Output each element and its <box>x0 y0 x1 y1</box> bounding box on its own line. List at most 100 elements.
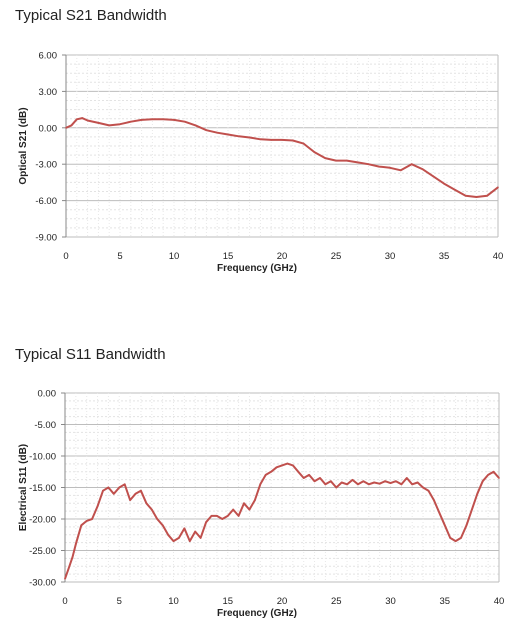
s11-data-point <box>129 499 131 501</box>
s21-data-point <box>432 175 435 178</box>
s21-data-point <box>86 119 89 122</box>
s21-data-point <box>421 168 424 170</box>
s21-data-point <box>400 169 402 172</box>
s21-data-point <box>367 163 370 165</box>
s11-data-point <box>438 511 441 514</box>
s11-y-axis-title: Electrical S11 (dB) <box>18 444 29 531</box>
s11-data-point <box>167 533 169 536</box>
s21-x-tick-label: 35 <box>439 251 450 262</box>
s21-data-point <box>173 119 175 121</box>
s11-data-point <box>118 486 121 489</box>
s21-data-point <box>194 124 197 127</box>
s11-x-tick-label: 35 <box>439 596 450 607</box>
s11-data-point <box>362 480 365 482</box>
s11-y-tick-label: -25.00 <box>29 546 56 557</box>
s11-data-point <box>308 474 310 476</box>
s11-data-point <box>264 474 267 476</box>
s11-data-point <box>232 508 234 511</box>
s11-data-point <box>210 515 213 517</box>
s11-x-tick-label: 30 <box>385 596 396 607</box>
s11-data-point <box>411 483 414 486</box>
s11-y-tick-label: -10.00 <box>29 452 56 463</box>
s11-data-point <box>313 480 316 482</box>
s11-data-point <box>194 530 196 533</box>
s11-data-point <box>275 466 278 469</box>
s11-data-point <box>492 470 495 473</box>
s11-data-point <box>422 486 424 489</box>
s21-data-point <box>443 182 445 185</box>
s21-x-tick-label: 25 <box>331 251 342 262</box>
s11-x-tick-label: 15 <box>222 596 233 607</box>
s21-x-tick-label: 30 <box>385 251 396 262</box>
s11-data-point <box>286 462 289 465</box>
s11-data-point <box>400 483 403 486</box>
s11-data-point <box>416 481 419 484</box>
s11-data-point <box>346 483 348 486</box>
s11-data-point <box>351 479 354 481</box>
s21-data-point <box>259 138 262 141</box>
s11-x-tick-label: 20 <box>277 596 288 607</box>
s11-data-point <box>156 518 159 520</box>
s21-data-point <box>313 151 316 153</box>
s21-y-tick-label: 0.00 <box>39 123 58 134</box>
s21-data-point <box>356 161 359 164</box>
s21-data-point <box>76 118 78 121</box>
s11-data-point <box>145 502 148 505</box>
s21-y-tick-label: -3.00 <box>35 160 57 171</box>
s11-data-point <box>319 477 321 479</box>
s21-data-point <box>108 124 110 127</box>
s21-data-point <box>486 194 489 197</box>
s21-data-point <box>346 159 348 162</box>
s11-data-point <box>134 493 137 495</box>
s21-data-point <box>65 127 67 129</box>
s11-data-point <box>443 524 446 527</box>
s11-data-point <box>335 486 338 489</box>
s11-chart-title: Typical S11 Bandwidth <box>15 346 166 363</box>
s11-data-point <box>140 489 142 492</box>
s21-data-point <box>410 163 413 165</box>
s11-y-tick-label: -30.00 <box>29 578 56 589</box>
s21-data-point <box>119 123 121 125</box>
s21-x-tick-label: 15 <box>223 251 234 262</box>
s21-data-point <box>270 139 273 141</box>
s11-x-tick-label: 25 <box>331 596 342 607</box>
s21-data-point <box>151 118 154 121</box>
s11-data-point <box>107 486 110 489</box>
s21-x-tick-label: 0 <box>63 251 68 262</box>
s11-data-point <box>395 480 397 482</box>
s11-data-point <box>357 483 359 486</box>
s21-y-axis-title: Optical S21 (dB) <box>18 107 29 184</box>
s11-series-line <box>64 462 500 580</box>
s11-data-point <box>405 477 408 479</box>
s11-x-tick-label: 0 <box>62 596 67 607</box>
s21-data-point <box>184 120 186 123</box>
s11-data-point <box>248 508 251 511</box>
s11-data-point <box>481 480 484 482</box>
s11-data-point <box>67 568 70 571</box>
s11-data-point <box>254 499 256 501</box>
s11-data-point <box>85 520 88 522</box>
s11-data-point <box>454 540 457 542</box>
s11-data-point <box>378 482 381 485</box>
s11-data-point <box>75 543 77 545</box>
s11-data-point <box>161 524 164 527</box>
s11-data-point <box>330 480 332 482</box>
s11-data-point <box>384 480 386 482</box>
s21-data-point <box>248 136 251 139</box>
s11-data-point <box>373 481 376 484</box>
s11-data-point <box>476 493 479 495</box>
s11-x-axis-title: Frequency (GHz) <box>217 608 297 619</box>
s21-data-point <box>162 118 164 121</box>
s11-data-point <box>216 515 218 517</box>
s11-data-point <box>368 483 370 486</box>
s21-data-point <box>70 124 73 127</box>
s21-data-point <box>497 186 499 189</box>
s11-data-point <box>471 508 473 511</box>
s21-chart-title: Typical S21 Bandwidth <box>15 7 167 24</box>
s21-x-tick-label: 5 <box>117 251 122 262</box>
s11-data-point <box>226 515 229 517</box>
s11-y-tick-label: -5.00 <box>34 420 56 431</box>
s11-y-tick-label: 0.00 <box>38 389 57 400</box>
s11-data-point <box>460 537 462 539</box>
s21-data-point <box>292 139 294 142</box>
